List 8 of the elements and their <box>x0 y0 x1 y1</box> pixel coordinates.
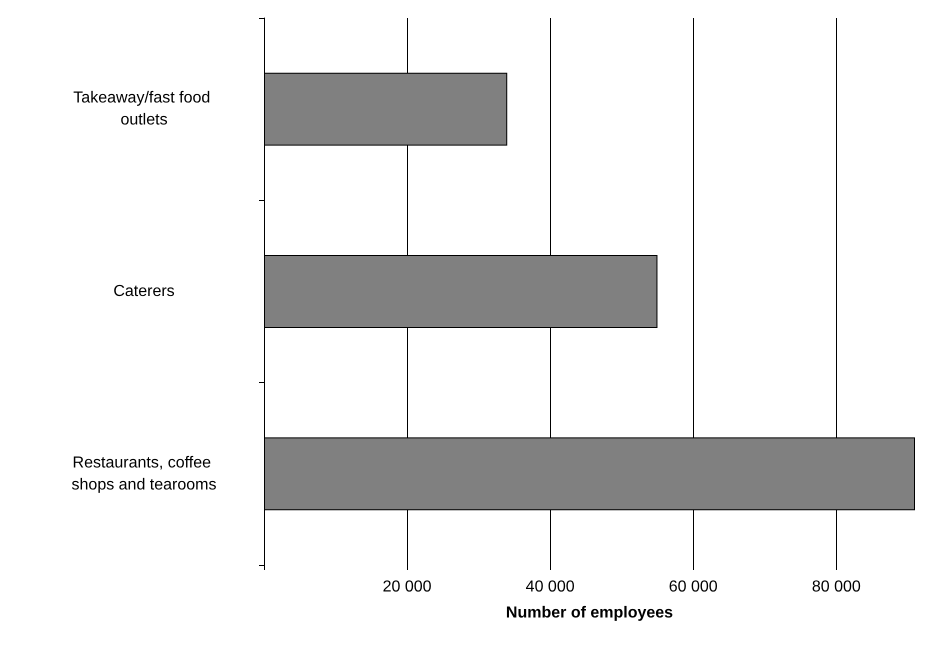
y-tick-label: Takeaway/fast food outlets <box>73 90 215 129</box>
y-tick-label: Caterers <box>113 283 175 300</box>
x-tick-label: 40 000 <box>526 578 575 596</box>
x-tick-label: 20 000 <box>382 578 432 596</box>
x-tick-label: 80 000 <box>812 578 861 596</box>
y-tick-label: Restaurants, coffee shops and tearooms <box>72 454 216 494</box>
x-axis-title: Number of employees <box>506 604 674 622</box>
x-tick-label: 60 000 <box>668 578 718 596</box>
